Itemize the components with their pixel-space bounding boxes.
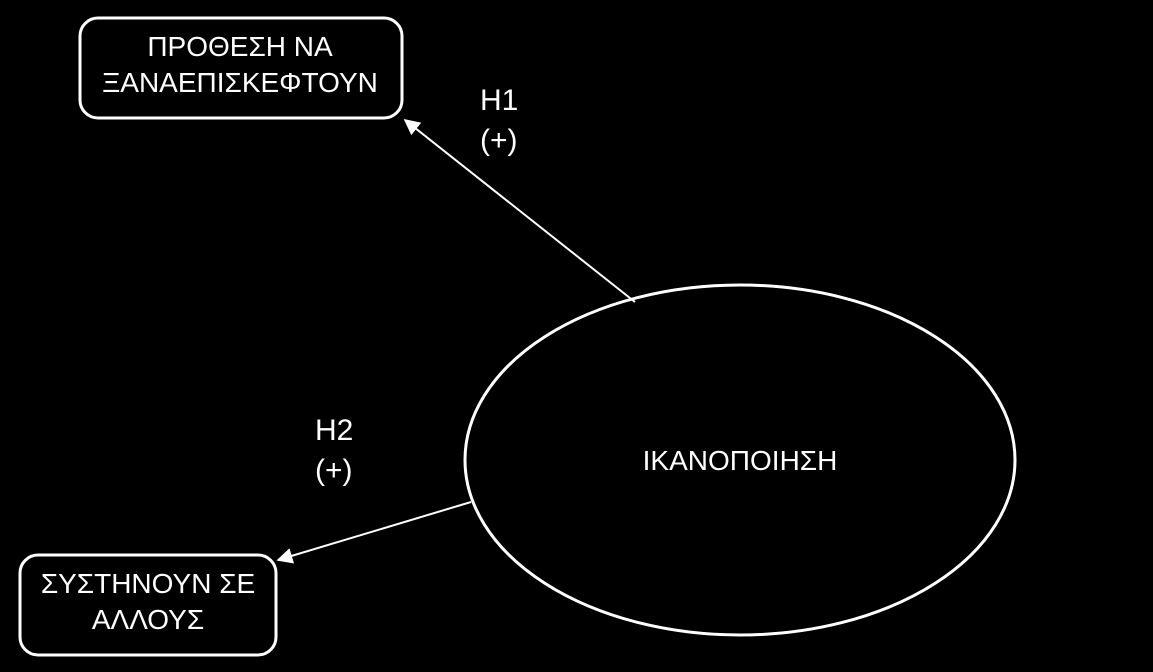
edge-h1-label1: H1 bbox=[480, 84, 518, 117]
edge-h1-label2: (+) bbox=[480, 124, 518, 157]
edge-h1 bbox=[405, 120, 635, 302]
edge-h2-label1: H2 bbox=[315, 414, 353, 447]
node-intent-revisit-line1: ΠΡΟΘΕΣΗ ΝΑ bbox=[147, 31, 333, 62]
edge-h2 bbox=[278, 502, 471, 560]
node-recommend-line2: ΑΛΛΟΥΣ bbox=[92, 604, 204, 635]
node-recommend-line1: ΣΥΣΤΗΝΟΥΝ ΣΕ bbox=[41, 568, 255, 599]
edge-h2-label2: (+) bbox=[315, 454, 353, 487]
node-satisfaction-label: ΙΚΑΝΟΠΟΙΗΣΗ bbox=[643, 445, 838, 476]
node-intent-revisit-line2: ΞΑΝΑΕΠΙΣΚΕΦΤΟΥΝ bbox=[102, 67, 378, 98]
